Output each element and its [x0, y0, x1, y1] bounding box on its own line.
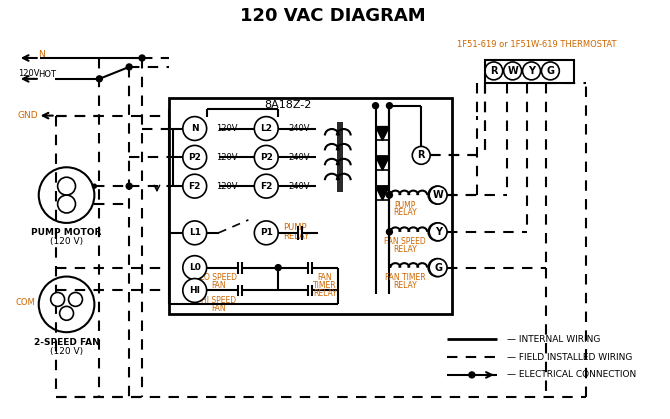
Text: N: N — [191, 124, 198, 133]
Text: FAN SPEED: FAN SPEED — [385, 237, 426, 246]
Circle shape — [428, 223, 446, 241]
Text: G: G — [434, 263, 442, 273]
Text: 240V: 240V — [288, 182, 310, 191]
Text: PUMP MOTOR: PUMP MOTOR — [31, 228, 102, 237]
Text: — ELECTRICAL CONNECTION: — ELECTRICAL CONNECTION — [507, 370, 636, 380]
Text: R: R — [490, 66, 498, 76]
Circle shape — [373, 103, 379, 109]
Text: 120V: 120V — [216, 182, 238, 191]
Text: F2: F2 — [260, 182, 273, 191]
Text: 1F51-619 or 1F51W-619 THERMOSTAT: 1F51-619 or 1F51W-619 THERMOSTAT — [457, 39, 616, 49]
Text: LO SPEED: LO SPEED — [200, 273, 237, 282]
Circle shape — [429, 259, 447, 277]
Circle shape — [58, 177, 76, 195]
Polygon shape — [375, 156, 389, 170]
Circle shape — [139, 55, 145, 61]
Circle shape — [126, 183, 132, 189]
Text: — FIELD INSTALLED WIRING: — FIELD INSTALLED WIRING — [507, 352, 632, 362]
Circle shape — [429, 186, 447, 204]
Circle shape — [255, 221, 278, 245]
Text: P2: P2 — [188, 153, 201, 162]
Circle shape — [92, 184, 96, 188]
Text: PUMP: PUMP — [395, 201, 416, 210]
Text: 2-SPEED FAN: 2-SPEED FAN — [34, 338, 99, 347]
Circle shape — [96, 76, 103, 82]
Text: Y: Y — [435, 227, 442, 237]
Circle shape — [255, 116, 278, 140]
Circle shape — [469, 372, 475, 378]
Circle shape — [387, 103, 393, 109]
Text: TIMER: TIMER — [313, 281, 337, 290]
Text: G: G — [546, 66, 554, 76]
Circle shape — [429, 223, 447, 241]
Text: HI SPEED: HI SPEED — [201, 296, 236, 305]
Text: 240V: 240V — [288, 124, 310, 133]
Text: HI: HI — [189, 286, 200, 295]
Bar — [169, 98, 452, 314]
Text: L2: L2 — [260, 124, 272, 133]
Text: P2: P2 — [260, 153, 273, 162]
Text: FAN: FAN — [211, 281, 226, 290]
Text: RELAY: RELAY — [393, 209, 417, 217]
Circle shape — [255, 145, 278, 169]
Circle shape — [183, 221, 206, 245]
Text: GND: GND — [18, 111, 38, 120]
Text: R: R — [417, 150, 425, 160]
Circle shape — [183, 116, 206, 140]
Circle shape — [428, 186, 446, 204]
Text: RELAY: RELAY — [393, 281, 417, 290]
Text: W: W — [433, 190, 444, 200]
Text: HI: HI — [72, 297, 79, 302]
Text: RELAY: RELAY — [313, 289, 337, 298]
Text: 120V: 120V — [216, 153, 238, 162]
Text: (120 V): (120 V) — [50, 237, 83, 246]
Circle shape — [68, 292, 82, 306]
Circle shape — [428, 259, 446, 277]
Text: FAN: FAN — [318, 273, 332, 282]
Circle shape — [51, 292, 64, 306]
Text: RELAY: RELAY — [283, 232, 310, 241]
Circle shape — [126, 64, 132, 70]
Text: 120V: 120V — [18, 70, 40, 78]
Text: RELAY: RELAY — [393, 245, 417, 254]
Circle shape — [183, 256, 206, 279]
Text: COM: COM — [15, 298, 35, 307]
Text: W: W — [507, 66, 518, 76]
Circle shape — [387, 229, 393, 235]
Bar — [485, 60, 574, 83]
Circle shape — [275, 265, 281, 271]
Text: N: N — [38, 49, 44, 59]
Text: F2: F2 — [188, 182, 201, 191]
Circle shape — [183, 174, 206, 198]
Text: 120V: 120V — [216, 124, 238, 133]
Circle shape — [412, 146, 430, 164]
Text: P1: P1 — [260, 228, 273, 237]
Text: — INTERNAL WIRING: — INTERNAL WIRING — [507, 335, 600, 344]
Polygon shape — [375, 186, 389, 200]
Circle shape — [183, 145, 206, 169]
Text: Y: Y — [528, 66, 535, 76]
Text: FAN: FAN — [211, 304, 226, 313]
Text: 240V: 240V — [288, 153, 310, 162]
Circle shape — [255, 174, 278, 198]
Polygon shape — [375, 127, 389, 140]
Text: 120 VAC DIAGRAM: 120 VAC DIAGRAM — [240, 7, 425, 25]
Text: LO: LO — [53, 297, 62, 302]
Text: PUMP: PUMP — [283, 223, 307, 233]
Text: (120 V): (120 V) — [50, 347, 83, 356]
Text: L1: L1 — [189, 228, 201, 237]
Circle shape — [183, 279, 206, 303]
Circle shape — [387, 192, 393, 198]
Text: FAN TIMER: FAN TIMER — [385, 273, 425, 282]
Circle shape — [60, 306, 74, 320]
Text: 8A18Z-2: 8A18Z-2 — [265, 100, 312, 110]
Text: L0: L0 — [189, 263, 200, 272]
Text: HOT: HOT — [38, 70, 56, 79]
Circle shape — [58, 195, 76, 213]
